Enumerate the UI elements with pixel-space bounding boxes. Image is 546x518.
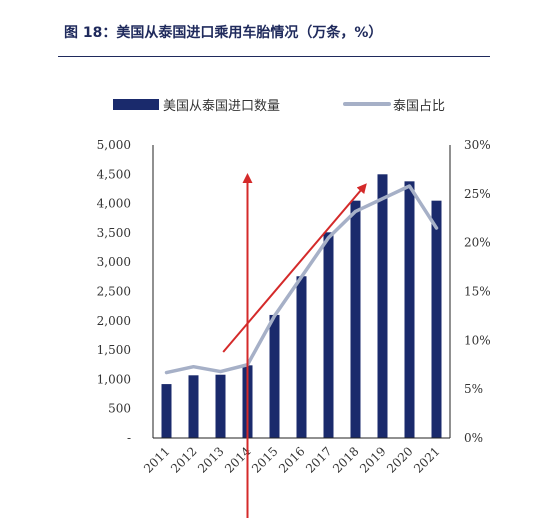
legend-swatch-bar xyxy=(113,99,159,110)
x-tick-label-2017: 2017 xyxy=(303,444,334,475)
x-tick-label-2016: 2016 xyxy=(276,444,307,475)
bar-2012 xyxy=(188,375,199,438)
bar-2021 xyxy=(431,200,442,438)
chart-title: 图 18：美国从泰国进口乘用车胎情况（万条，%） xyxy=(64,25,383,41)
bar-2018 xyxy=(350,200,361,438)
y-left-tick-label: 1,500 xyxy=(97,343,131,357)
bar-2013 xyxy=(215,374,226,438)
x-tick-label-2014: 2014 xyxy=(222,444,254,476)
x-tick-label-2018: 2018 xyxy=(330,444,361,475)
legend-label-line: 泰国占比 xyxy=(393,99,445,114)
y-left-tick-label: 4,500 xyxy=(97,167,131,181)
x-tick-label-2020: 2020 xyxy=(384,444,415,475)
y-left-tick-label: 1,000 xyxy=(97,372,131,386)
y-left-tick-label: 500 xyxy=(108,402,131,416)
y-right-tick-label: 0% xyxy=(464,431,483,445)
y-left-tick-label: 2,500 xyxy=(97,285,131,299)
bar-2015 xyxy=(269,314,280,438)
y-left-tick-label: 4,000 xyxy=(97,197,131,211)
y-right-tick-label: 15% xyxy=(464,285,491,299)
x-tick-label-2013: 2013 xyxy=(195,444,226,475)
x-tick-label-2021: 2021 xyxy=(411,444,442,475)
x-tick-label-2019: 2019 xyxy=(357,444,388,475)
y-left-tick-label: 3,500 xyxy=(97,226,131,240)
trend-arrow xyxy=(222,183,367,353)
y-right-tick-label: 10% xyxy=(464,333,491,347)
legend: 美国从泰国进口数量 泰国占比 xyxy=(113,99,445,114)
y-right-tick-label: 5% xyxy=(464,382,483,396)
y-right-tick-label: 20% xyxy=(464,236,491,250)
bar-2016 xyxy=(296,276,307,438)
y-left-tick-label: - xyxy=(127,431,131,445)
bar-2020 xyxy=(404,181,415,438)
y-left-tick-label: 3,000 xyxy=(97,255,131,269)
bar-2017 xyxy=(323,232,334,438)
title-divider xyxy=(58,56,490,57)
y-right-tick-label: 25% xyxy=(464,187,491,201)
bar-2019 xyxy=(377,174,388,439)
legend-label-bar: 美国从泰国进口数量 xyxy=(163,99,280,114)
y-left-tick-label: 5,000 xyxy=(97,138,131,152)
y-left-tick-label: 2,000 xyxy=(97,314,131,328)
y-right-tick-label: 30% xyxy=(464,138,491,152)
x-tick-label-2011: 2011 xyxy=(141,444,172,475)
x-tick-label-2012: 2012 xyxy=(168,444,199,475)
x-tick-label-2015: 2015 xyxy=(249,444,280,475)
bar-2011 xyxy=(161,384,172,438)
